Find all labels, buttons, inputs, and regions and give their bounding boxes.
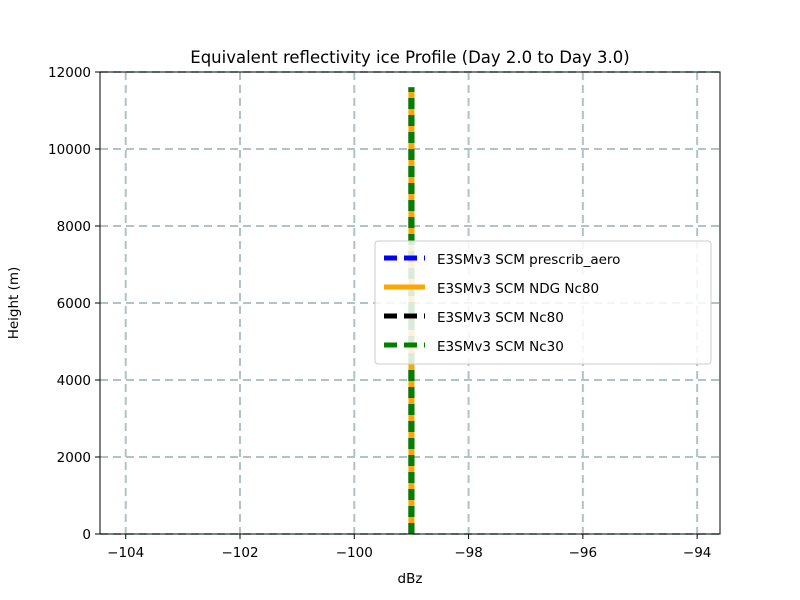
x-tick-label: −100 [336, 545, 373, 561]
y-tick-label: 0 [82, 527, 91, 543]
grid [100, 71, 720, 535]
legend-label: E3SMv3 SCM prescrib_aero [437, 252, 620, 268]
legend-label: E3SMv3 SCM NDG Nc80 [437, 281, 599, 297]
chart-title: Equivalent reflectivity ice Profile (Day… [190, 48, 629, 67]
legend-box [374, 240, 712, 365]
x-tick-label: −102 [221, 545, 258, 561]
y-ticks: 0 2000 4000 6000 8000 10000 12000 [48, 65, 100, 543]
x-tick-label: −94 [683, 545, 712, 561]
y-tick-label: 4000 [57, 373, 91, 389]
y-tick-label: 10000 [48, 142, 91, 158]
y-tick-label: 6000 [57, 296, 91, 312]
y-tick-label: 2000 [57, 450, 91, 466]
legend-label: E3SMv3 SCM Nc80 [437, 310, 564, 326]
legend-label: E3SMv3 SCM Nc30 [437, 339, 564, 355]
y-tick-label: 8000 [57, 219, 91, 235]
y-tick-label: 12000 [48, 65, 91, 81]
legend: E3SMv3 SCM prescrib_aero E3SMv3 SCM NDG N… [374, 240, 712, 365]
x-tick-label: −96 [569, 545, 598, 561]
x-ticks: −104 −102 −100 −98 −96 −94 [107, 534, 711, 561]
y-axis-label: Height (m) [6, 267, 22, 340]
x-axis-label: dBz [398, 571, 423, 587]
x-tick-label: −104 [107, 545, 144, 561]
x-tick-label: −98 [454, 545, 483, 561]
